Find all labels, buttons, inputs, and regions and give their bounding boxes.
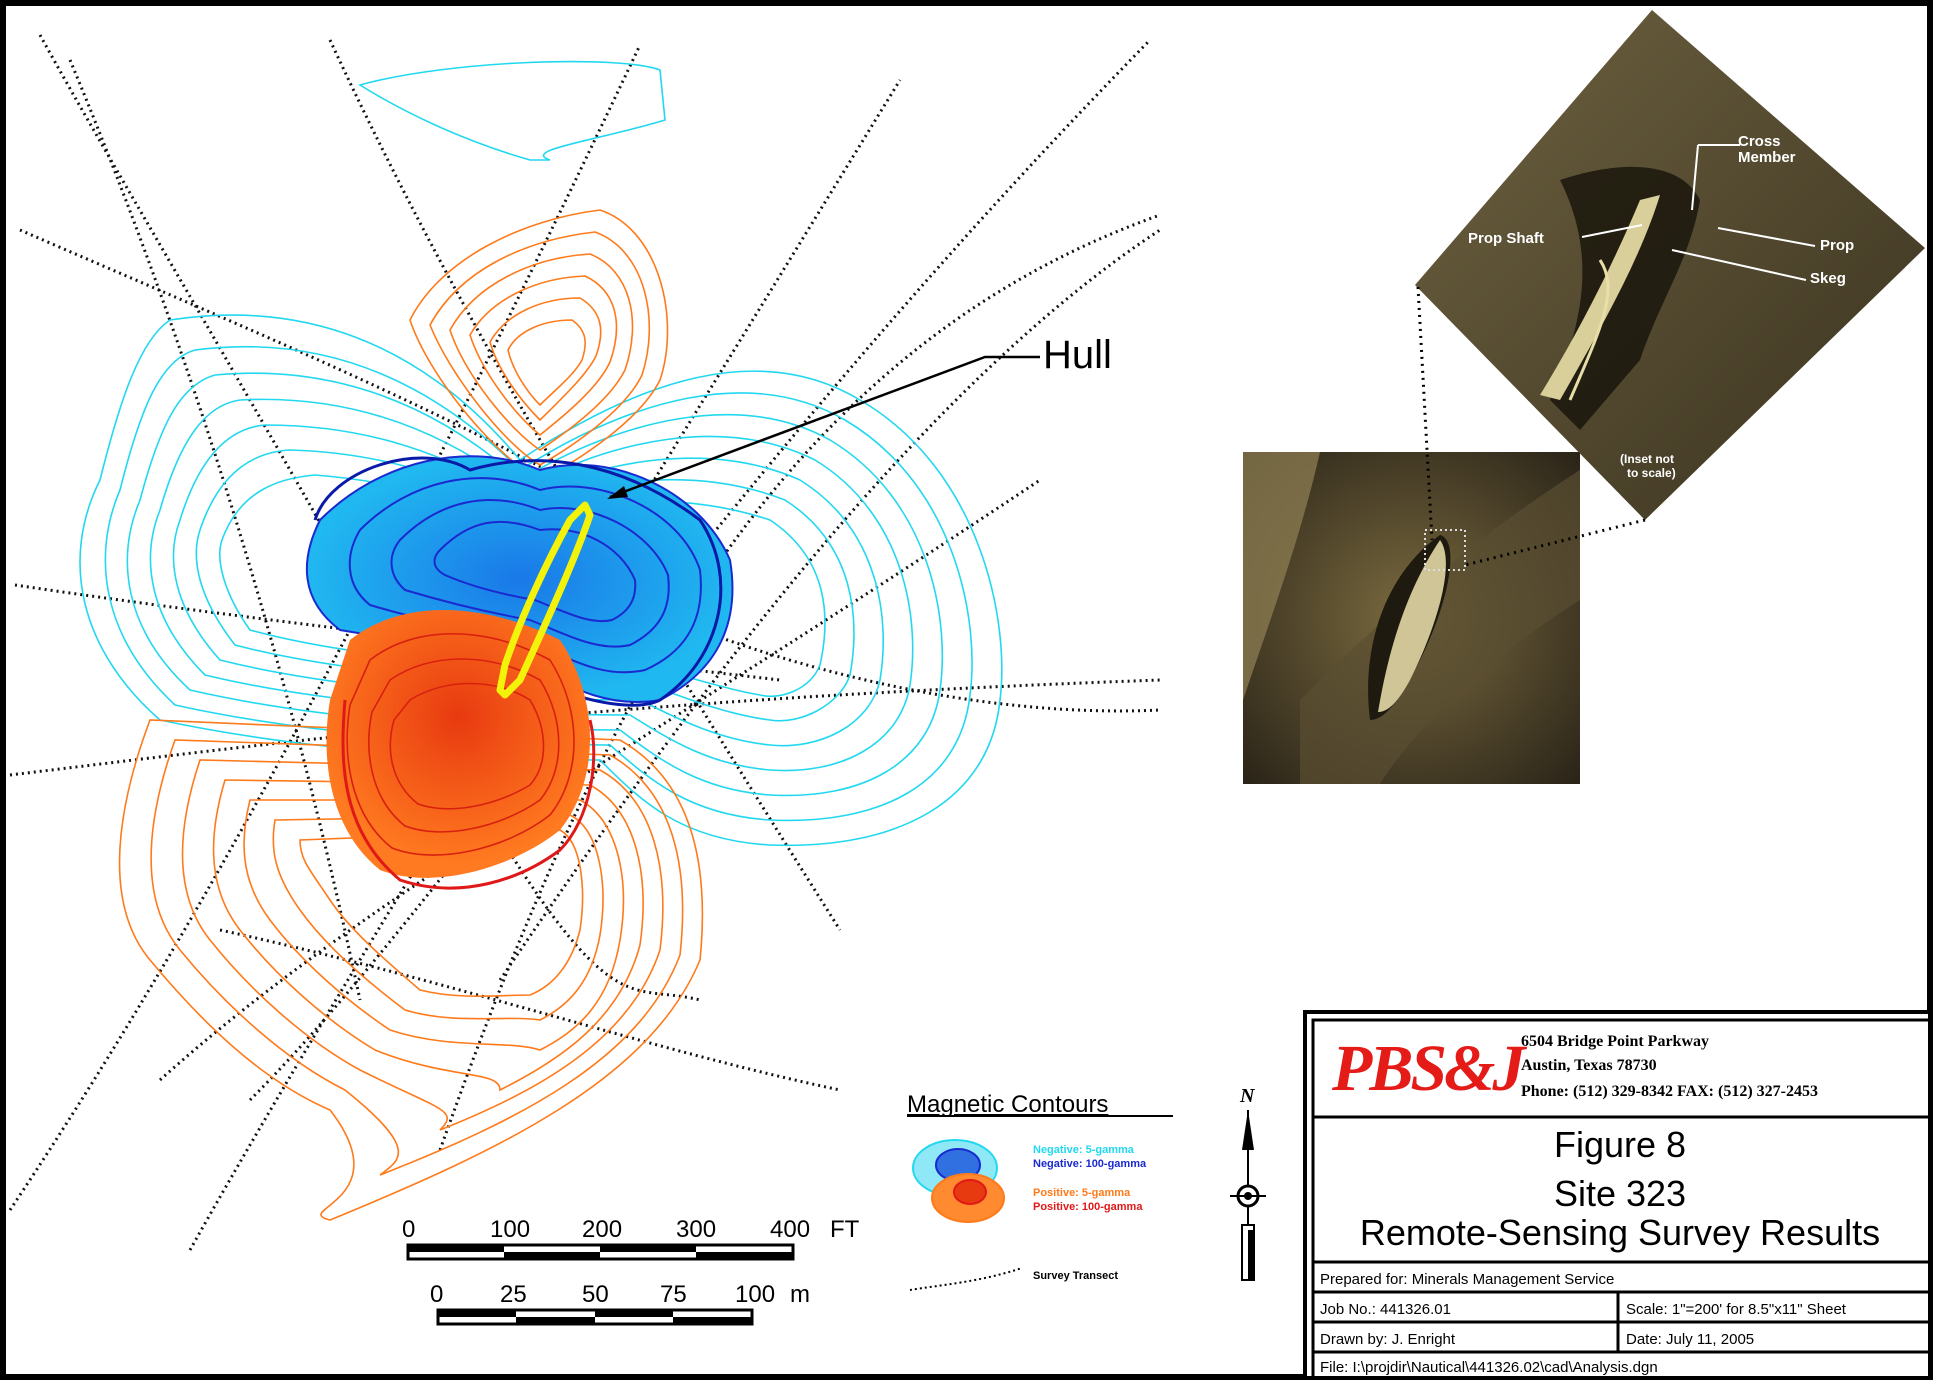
- scale-m-tick-75: 75: [660, 1281, 687, 1308]
- legend-neg5: Negative: 5-gamma: [1033, 1144, 1135, 1156]
- scale-m-tick-0: 0: [430, 1281, 443, 1308]
- job-number: Job No.: 441326.01: [1320, 1301, 1451, 1318]
- inset-labels: Cross Member Prop Shaft Prop Skeg (Inset…: [1468, 133, 1854, 480]
- prop-label: Prop: [1820, 237, 1854, 254]
- north-arrow: N: [1230, 1085, 1266, 1281]
- positive-5-gamma-contours-north: [409, 209, 669, 481]
- scale-unit-m: m: [790, 1281, 810, 1308]
- scale-bar-meters: 0 25 50 75 100 m: [430, 1281, 810, 1326]
- legend-swatch: [912, 1139, 1005, 1223]
- legend-neg100: Negative: 100-gamma: [1033, 1158, 1147, 1170]
- hull-leader: [607, 355, 1040, 499]
- legend-transect: Survey Transect: [1033, 1270, 1118, 1282]
- magnetic-contour-map: Hull: [8, 34, 1161, 1251]
- figure-number: Figure 8: [1554, 1124, 1686, 1165]
- scale-tick-200: 200: [582, 1216, 622, 1243]
- negative-100-gamma-contour: [313, 456, 723, 707]
- hull-label: Hull: [1043, 333, 1112, 377]
- prepared-for: Prepared for: Minerals Management Servic…: [1320, 1271, 1614, 1288]
- date: Date: July 11, 2005: [1626, 1331, 1754, 1348]
- legend-transect-line: [909, 1267, 1023, 1291]
- scale-note: Scale: 1"=200' for 8.5"x11" Sheet: [1626, 1301, 1847, 1318]
- cross-member-label-1: Cross: [1738, 133, 1781, 150]
- cross-member-label-2: Member: [1738, 149, 1796, 166]
- legend-pos5: Positive: 5-gamma: [1033, 1187, 1131, 1199]
- inset-note-2: to scale): [1627, 466, 1676, 480]
- scale-bar-feet: 0 100 200 300 400 FT: [402, 1216, 860, 1261]
- north-label: N: [1239, 1085, 1256, 1107]
- drawn-by: Drawn by: J. Enright: [1320, 1331, 1456, 1348]
- figure-subtitle: Remote-Sensing Survey Results: [1360, 1212, 1880, 1253]
- inset-callout-box: [1424, 529, 1466, 571]
- inset-note-1: (Inset not: [1620, 452, 1674, 466]
- scale-unit-ft: FT: [830, 1216, 860, 1243]
- legend-title: Magnetic Contours: [907, 1091, 1108, 1118]
- positive-contour-core: [118, 610, 704, 1221]
- prop-shaft-label: Prop Shaft: [1468, 230, 1544, 247]
- scale-m-tick-50: 50: [582, 1281, 609, 1308]
- address-line-2: Austin, Texas 78730: [1521, 1057, 1657, 1074]
- scale-tick-100: 100: [490, 1216, 530, 1243]
- title-block: PBS&J 6504 Bridge Point Parkway Austin, …: [1303, 1010, 1932, 1380]
- sonar-image-overview: [1243, 452, 1580, 784]
- scale-m-tick-25: 25: [500, 1281, 527, 1308]
- scale-tick-400: 400: [770, 1216, 810, 1243]
- hull-outline: [496, 501, 594, 699]
- inset-callout-lines: [1416, 286, 1646, 567]
- file-path: File: I:\projdir\Nautical\441326.02\cad\…: [1320, 1359, 1658, 1376]
- positive-100-gamma-contour: [341, 699, 596, 890]
- legend-pos100: Positive: 100-gamma: [1033, 1201, 1143, 1213]
- scale-tick-0: 0: [402, 1216, 415, 1243]
- skeg-label: Skeg: [1810, 270, 1846, 287]
- sonar-image-detail: [1415, 10, 1925, 520]
- scale-tick-300: 300: [676, 1216, 716, 1243]
- phone-fax: Phone: (512) 329-8342 FAX: (512) 327-245…: [1521, 1083, 1818, 1100]
- scale-m-tick-100: 100: [735, 1281, 775, 1308]
- inset-label-arrows: [1581, 144, 1816, 281]
- address-line-1: 6504 Bridge Point Parkway: [1521, 1033, 1709, 1050]
- legend: Magnetic Contours Negative: 5-gamma Nega…: [907, 1091, 1173, 1291]
- site-number: Site 323: [1554, 1173, 1686, 1214]
- company-logo: PBS&J: [1331, 1032, 1527, 1105]
- sonar-insets: Cross Member Prop Shaft Prop Skeg (Inset…: [1243, 10, 1925, 784]
